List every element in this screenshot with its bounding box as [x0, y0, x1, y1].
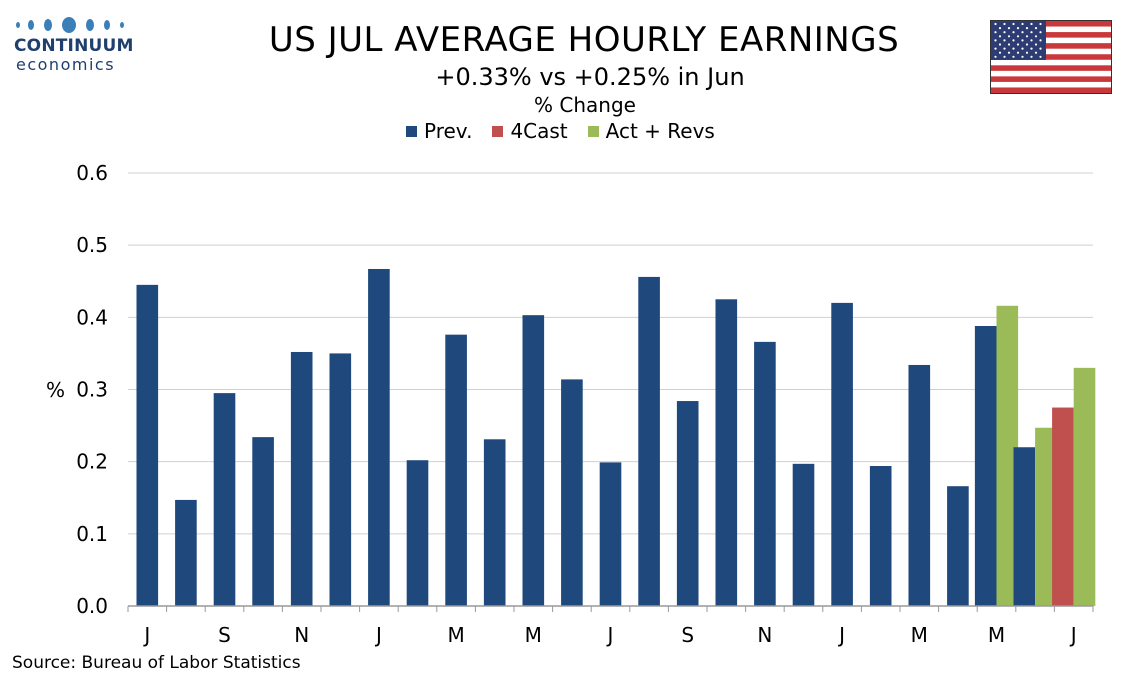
bar-prev: [599, 462, 622, 606]
bar-prev: [252, 437, 274, 606]
legend-item-4cast: 4Cast: [492, 119, 568, 143]
x-tick-label: M: [988, 623, 1005, 647]
company-logo: [14, 14, 144, 38]
bar-prev: [754, 341, 776, 606]
bar-prev: [676, 401, 699, 606]
x-axis: [127, 605, 1094, 612]
bar-prev: [406, 460, 429, 606]
bar-prev: [638, 276, 660, 606]
x-tick-label: N: [294, 623, 309, 647]
logo-dots-icon: [14, 14, 144, 38]
bar-prev: [561, 379, 583, 606]
bar-prev: [947, 486, 969, 606]
x-tick-label: N: [757, 623, 772, 647]
bar-prev: [792, 463, 815, 606]
source-note: Source: Bureau of Labor Statistics: [12, 653, 301, 673]
y-tick-label: 0.2: [76, 450, 108, 474]
y-tick-label: 0.6: [76, 161, 108, 185]
x-tick-label: M: [911, 623, 928, 647]
legend-swatch-4cast: [492, 125, 504, 137]
y-axis-ticks: 0.0 0.1 0.2 0.3 0.4 0.5 0.6: [76, 161, 108, 618]
x-tick-label: J: [606, 623, 614, 647]
unit-label: % Change: [534, 93, 636, 117]
bar-act: [1073, 367, 1096, 606]
bar-prev: [445, 334, 467, 606]
legend-item-prev: Prev.: [406, 119, 472, 143]
x-tick-label: S: [218, 623, 231, 647]
bar-prev: [522, 315, 545, 606]
bar-prev: [483, 439, 506, 606]
x-tick-label: M: [447, 623, 464, 647]
logo-tagline: economics: [16, 55, 116, 74]
x-tick-label: J: [374, 623, 382, 647]
y-tick-label: 0.5: [76, 233, 108, 257]
y-tick-label: 0.3: [76, 378, 108, 402]
bar-prev: [368, 268, 390, 606]
chart-title: US JUL AVERAGE HOURLY EARNINGS: [268, 20, 900, 60]
bar-prev: [329, 353, 352, 606]
bar-act: [996, 305, 1019, 606]
bar-act: [1035, 427, 1057, 606]
x-tick-label: J: [837, 623, 845, 647]
bar-prev: [213, 393, 236, 606]
x-tick-label: J: [1069, 623, 1077, 647]
legend-label-prev: Prev.: [424, 119, 473, 143]
bar-prev: [869, 465, 892, 606]
x-tick-label: M: [525, 623, 542, 647]
legend-label-4cast: 4Cast: [510, 119, 568, 143]
x-tick-label: S: [681, 623, 694, 647]
bar-prev: [1013, 447, 1036, 606]
x-tick-label: J: [142, 623, 150, 647]
y-axis-label: %: [46, 378, 65, 402]
bar-prev: [715, 299, 738, 606]
chart-subtitle: +0.33% vs +0.25% in Jun: [435, 63, 745, 91]
bars: [136, 268, 1096, 606]
us-flag-icon: [990, 20, 1112, 94]
y-tick-label: 0.1: [76, 522, 108, 546]
legend-label-act: Act + Revs: [605, 119, 715, 143]
legend-swatch-act: [587, 125, 599, 137]
y-tick-label: 0.0: [76, 594, 108, 618]
bar-prev: [974, 325, 997, 606]
bar-prev: [136, 284, 159, 606]
bar-prev: [290, 351, 313, 606]
chart-legend: Prev. 4Cast Act + Revs: [406, 119, 735, 143]
bar-prev: [831, 302, 853, 606]
y-tick-label: 0.4: [76, 305, 108, 329]
bar-prev: [175, 499, 197, 606]
bar-prev: [908, 364, 931, 606]
legend-swatch-prev: [406, 125, 417, 137]
logo-brand-name: CONTINUUM: [14, 36, 134, 56]
bar-4cast: [1052, 407, 1074, 606]
legend-item-act: Act + Revs: [587, 119, 715, 143]
